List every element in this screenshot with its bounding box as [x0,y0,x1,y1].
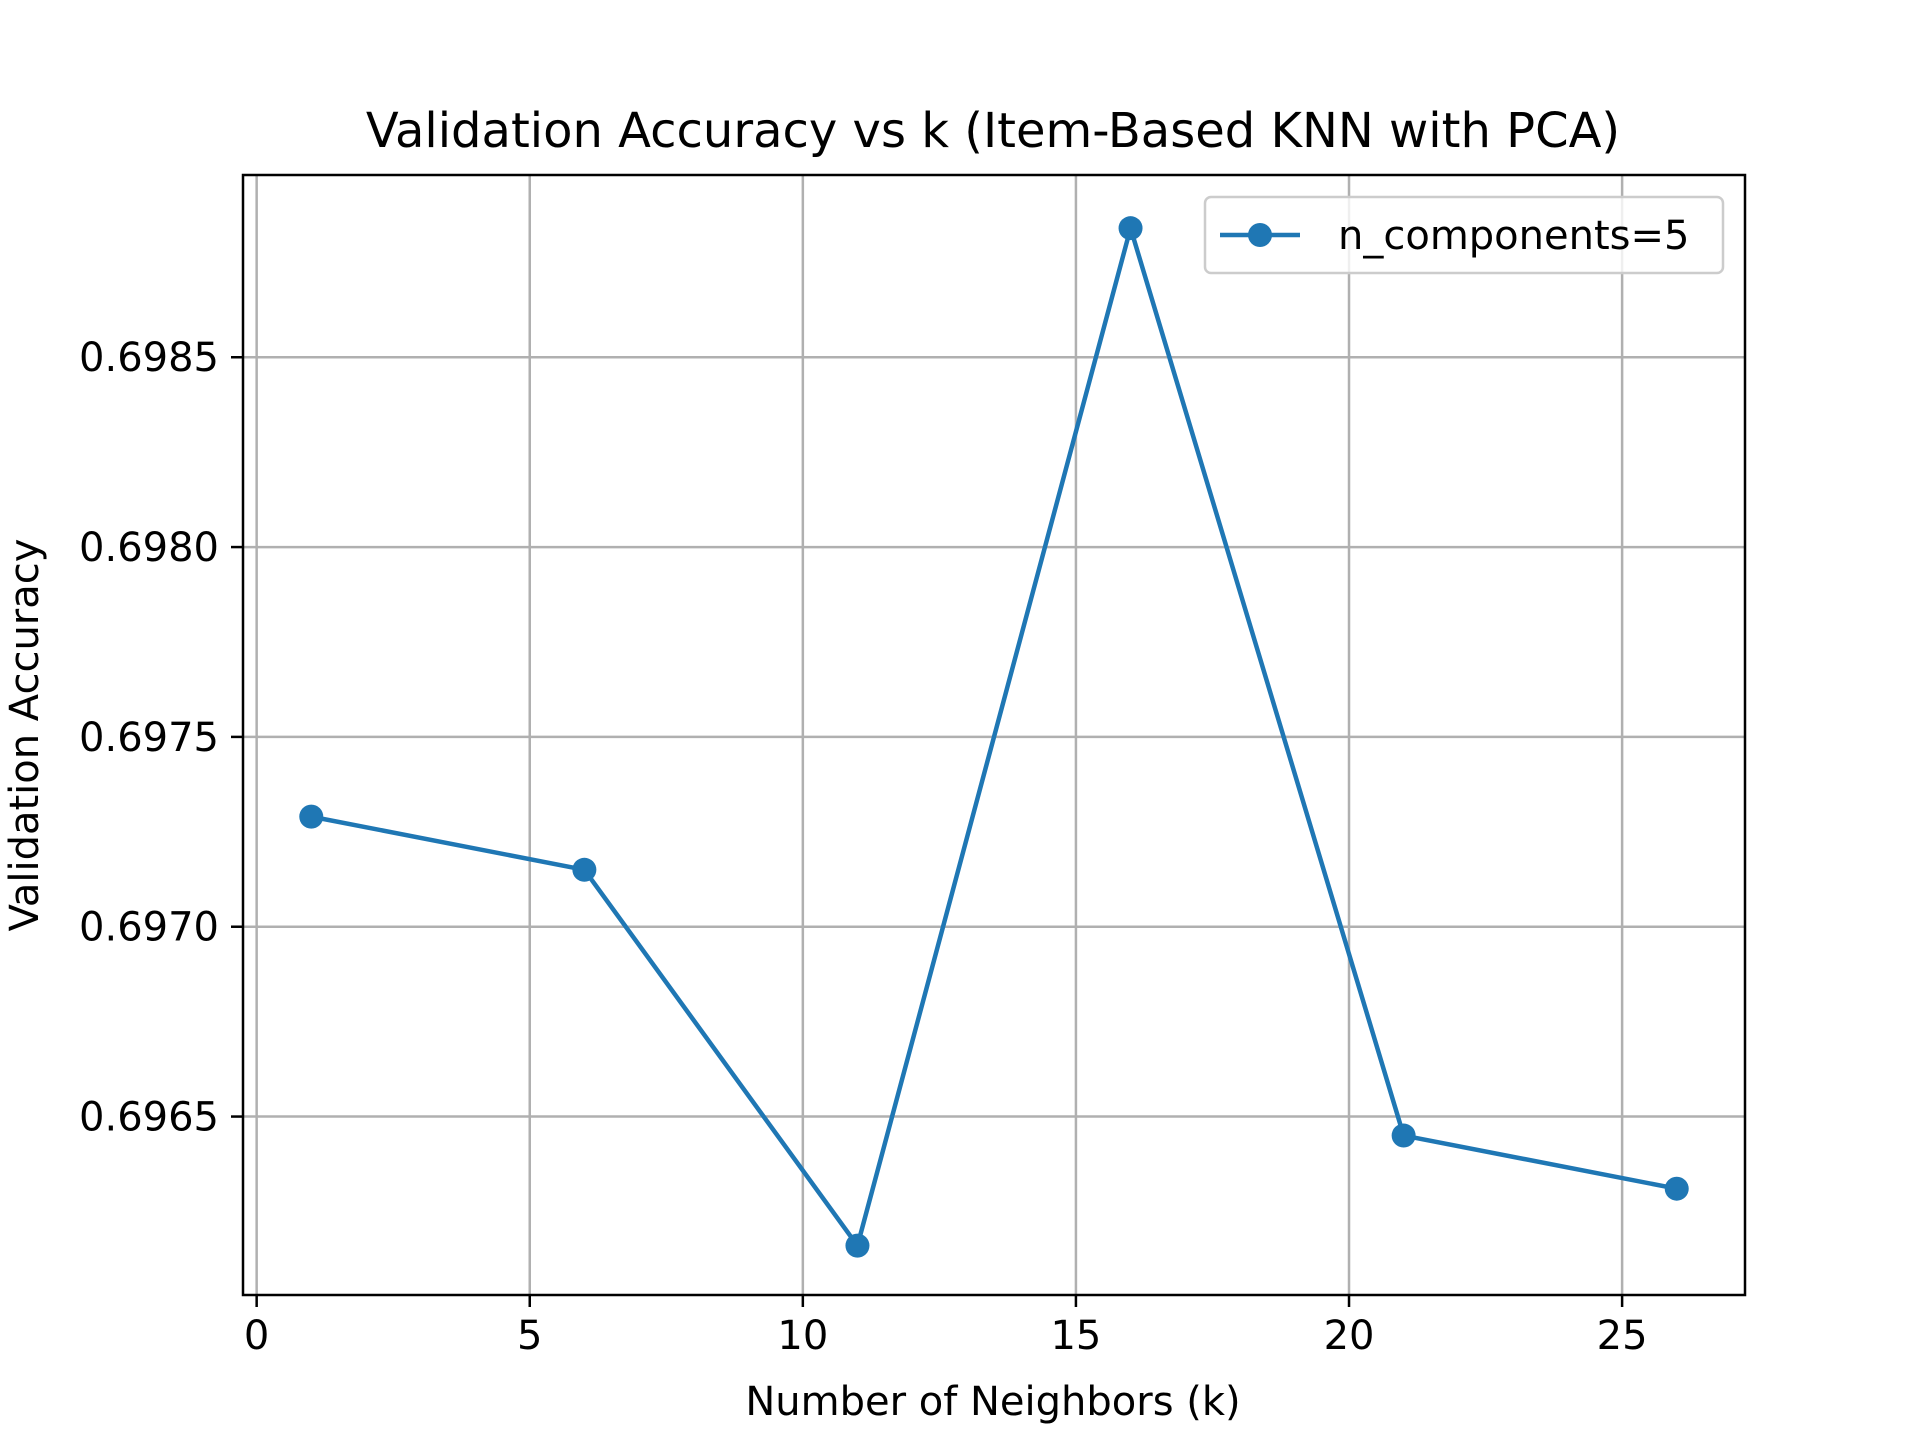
x-axis-label: Number of Neighbors (k) [745,1379,1240,1425]
data-point [1664,1176,1689,1201]
data-point [1391,1123,1416,1148]
axis-ticks: 0 5 10 15 20 25 0.6965 0.6970 0.6975 0.6980 0.6985 [79,335,1648,1359]
data-point [572,857,597,882]
x-tick-label: 15 [1050,1313,1101,1359]
x-tick-label: 20 [1324,1313,1375,1359]
x-tick-label: 10 [777,1313,828,1359]
x-tick-label: 25 [1597,1313,1648,1359]
x-tick-label: 0 [244,1313,269,1359]
series-line [310,225,1678,1248]
chart-title: Validation Accuracy vs k (Item-Based KNN… [366,103,1620,159]
legend-entry-n-components-5: n_components=5 [1338,213,1689,259]
data-point [845,1233,870,1258]
y-tick-label: 0.6980 [79,525,219,571]
y-tick-label: 0.6965 [79,1095,219,1141]
y-axis-label: Validation Accuracy [2,539,48,932]
legend: n_components=5 [1203,195,1725,275]
plot-frame [241,173,1747,1297]
legend-dot-marker [1248,223,1272,247]
x-tick-label: 5 [517,1313,542,1359]
data-point [299,804,324,829]
legend-box [1203,195,1725,275]
data-point [1118,216,1143,241]
y-tick-label: 0.6970 [79,905,219,951]
series-layer [299,216,1689,1258]
y-tick-label: 0.6985 [79,335,219,381]
y-tick-label: 0.6975 [79,715,219,761]
